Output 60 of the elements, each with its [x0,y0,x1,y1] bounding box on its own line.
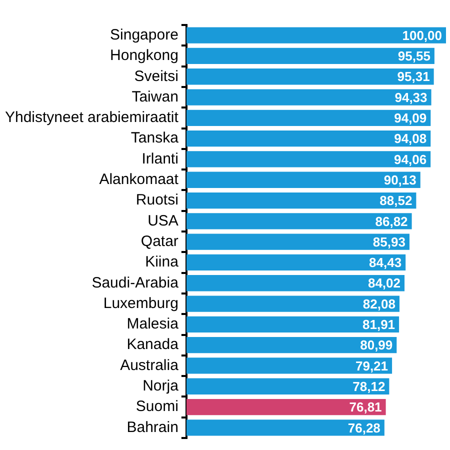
y-tick-label: Hongkong [110,47,178,64]
y-tick-label: Singapore [110,26,178,44]
bar [186,151,431,168]
y-tick-label: Saudi-Arabia [92,274,180,292]
data-label: 100,00 [402,28,442,43]
y-tick-label: Alankomaat [99,171,180,188]
data-label: 88,52 [380,193,412,208]
y-tick-label: Sveitsi [134,68,178,85]
bar [186,420,384,436]
y-tick-label: Ruotsi [136,192,178,209]
data-label: 79,21 [355,358,388,374]
y-tick-label: Australia [120,356,180,374]
bar [186,316,400,332]
bar [186,213,412,230]
bar [186,378,390,394]
y-tick-label: Qatar [140,232,178,250]
data-label: 94,08 [394,131,427,146]
y-tick-label: Tanska [130,130,180,147]
bar [186,48,434,64]
bar [186,398,386,416]
y-tick-label: Irlanti [142,150,178,168]
data-label: 95,55 [398,48,430,64]
data-label: 84,02 [368,276,401,291]
bar [186,110,431,126]
bar [186,130,431,147]
data-label: 78,12 [352,378,386,394]
bar [186,192,416,209]
data-label: 81,91 [362,317,396,332]
bar [186,234,410,250]
bar [186,358,392,374]
data-label: 80,99 [360,338,393,353]
data-label: 85,93 [372,234,406,250]
y-tick-label: Bahrain [126,418,178,436]
bar [186,275,405,292]
y-tick-label: Norja [142,378,180,395]
y-tick-label: Kiina [145,254,180,271]
y-tick-label: USA [148,212,178,230]
y-tick-label: Taiwan [132,88,178,106]
data-label: 82,08 [362,296,396,312]
data-label: 95,31 [397,69,430,84]
bar [186,89,432,106]
data-label: 84,43 [369,255,402,270]
data-label: 94,33 [394,90,428,105]
y-tick-label: Yhdistyneet arabiemiraatit [4,109,180,126]
bar [186,172,420,188]
data-label: 94,09 [394,110,427,126]
bar [186,68,434,85]
y-tick-label: Luxemburg [103,294,178,312]
bar [186,296,400,312]
data-label: 76,28 [348,420,380,436]
bar [186,254,406,271]
y-tick-label: Kanada [126,336,180,354]
y-tick-label: Suomi [136,398,178,416]
data-label: 76,81 [349,400,382,415]
y-tick-label: Malesia [126,316,180,333]
data-label: 86,82 [375,214,408,229]
data-label: 94,06 [394,152,427,167]
bar [186,337,397,354]
bar [186,27,446,44]
data-label: 90,13 [384,172,416,188]
